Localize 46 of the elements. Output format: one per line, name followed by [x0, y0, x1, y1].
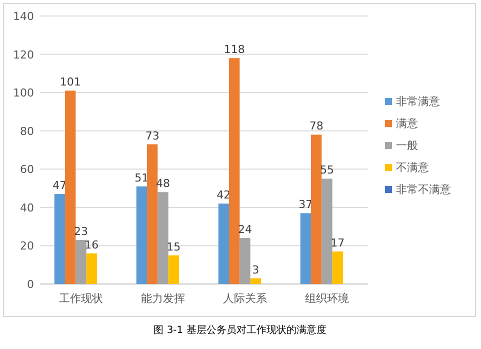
data-label: 118 [224, 43, 245, 56]
bar [168, 255, 179, 284]
legend-label: 一般 [396, 139, 418, 152]
bar [311, 134, 322, 284]
y-tick-label: 120 [13, 48, 34, 62]
y-tick-label: 0 [27, 278, 34, 291]
bar [147, 144, 158, 284]
bar [65, 90, 76, 284]
caption: 图 3-1 基层公务员对工作现状的满意度 [154, 324, 326, 336]
bar [76, 240, 86, 284]
y-tick-label: 20 [20, 240, 34, 253]
bar [322, 178, 332, 284]
bar [218, 204, 230, 284]
bar [86, 253, 97, 284]
y-tick-label: 140 [13, 10, 34, 23]
bar [229, 58, 240, 284]
y-tick-label: 40 [20, 201, 34, 214]
bar [300, 213, 312, 284]
legend-label: 非常满意 [396, 95, 440, 108]
x-tick-label: 能力发挥 [141, 292, 185, 305]
data-label: 16 [84, 238, 99, 252]
x-tick-label: 组织环境 [305, 292, 349, 305]
x-tick-label: 人际关系 [223, 292, 267, 305]
data-label: 73 [145, 129, 160, 142]
legend-label: 不满意 [396, 161, 429, 174]
bar [136, 186, 148, 284]
data-label: 51 [134, 171, 149, 184]
y-tick-label: 80 [20, 124, 34, 138]
y-tick-label: 100 [13, 86, 34, 100]
bar [240, 238, 250, 284]
legend-label: 非常不满意 [396, 183, 451, 196]
data-label: 101 [60, 76, 81, 89]
x-tick-label: 工作现状 [59, 292, 103, 305]
data-label: 78 [309, 120, 324, 133]
data-label: 37 [298, 198, 313, 212]
data-label: 15 [166, 240, 181, 254]
bar [54, 194, 66, 284]
data-label: 17 [330, 236, 345, 250]
bar [332, 251, 343, 284]
legend-label: 满意 [396, 117, 418, 130]
bar [250, 278, 261, 284]
data-label: 47 [52, 179, 67, 192]
y-tick-label: 60 [20, 163, 34, 176]
bar [158, 192, 168, 284]
data-label: 42 [216, 188, 231, 202]
data-label: 3 [252, 263, 260, 276]
